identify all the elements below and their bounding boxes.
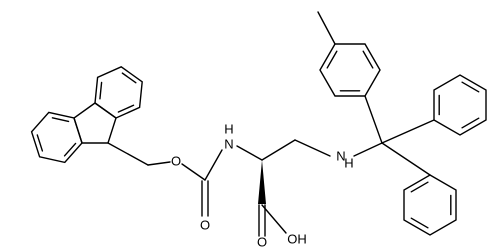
bond — [353, 142, 383, 157]
atom-label: OH — [287, 231, 307, 246]
double-bond — [461, 81, 480, 93]
ring — [403, 174, 457, 236]
bond — [236, 145, 263, 161]
ring — [433, 74, 487, 136]
double-bond — [51, 117, 70, 123]
bond — [107, 142, 149, 166]
bond — [181, 163, 206, 181]
double-bond — [362, 50, 374, 69]
bond — [261, 204, 287, 234]
atom-label: O — [200, 217, 210, 232]
bond — [381, 142, 431, 176]
wedge-bond — [258, 160, 266, 204]
bond — [204, 149, 223, 181]
bond — [147, 161, 171, 166]
bonds — [30, 11, 487, 237]
double-bond — [410, 181, 429, 193]
bond — [294, 139, 331, 157]
atom-label: O — [171, 153, 181, 168]
atom-label: N — [336, 148, 345, 163]
double-bond — [117, 104, 135, 113]
bond — [317, 11, 336, 45]
double-bond — [461, 117, 480, 129]
ring — [319, 43, 381, 97]
bond — [381, 119, 435, 144]
bond — [261, 139, 296, 161]
double-bond — [326, 50, 338, 69]
double-bond — [63, 142, 77, 157]
atom-label: H — [344, 155, 353, 170]
atom-label: N — [224, 136, 233, 151]
double-bond — [410, 217, 429, 229]
double-bond — [99, 81, 103, 100]
double-bond — [121, 72, 137, 84]
atom-label: H — [224, 121, 233, 136]
atom-label: O — [257, 234, 267, 249]
double-bond — [36, 134, 44, 152]
ring — [30, 111, 83, 164]
ring — [94, 65, 143, 119]
atom-labels: O O H N H N O OH — [171, 121, 354, 249]
bond — [364, 95, 383, 144]
